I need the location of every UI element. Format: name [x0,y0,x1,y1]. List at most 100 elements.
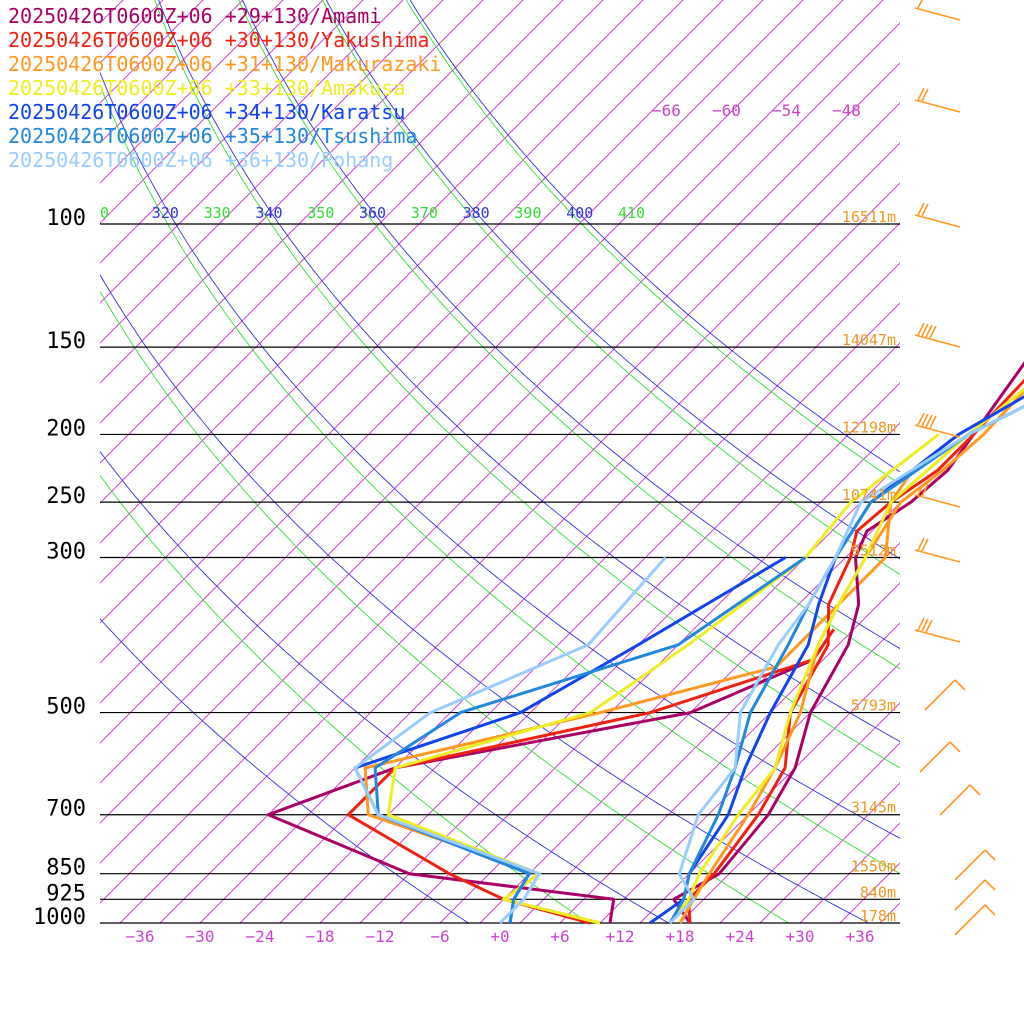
pressure-label: 1000 [33,905,86,930]
theta-label: 360 [359,204,386,222]
upper-isotherm-label: −66 [652,101,681,120]
upper-isotherm-label: −54 [772,101,801,120]
height-label: 9512m [851,542,896,560]
wind-barb [914,617,961,643]
height-label: 16511m [842,208,896,226]
moist-adiabat-line [100,474,589,923]
pressure-label: 100 [46,206,86,231]
isotherm-line [799,822,900,923]
wind-barb [914,412,961,438]
wind-barb [914,482,961,508]
isotherm-line [479,502,900,923]
isotherm-line [100,0,844,744]
background-grid [100,0,900,924]
legend-entry-2: 20250426T0600Z+06 +31+130/Makurazaki [8,52,442,76]
temperature-line-4 [649,395,1024,925]
x-tick-label: −12 [366,927,395,946]
isotherm-line [100,22,900,824]
x-tick-label: −30 [186,927,215,946]
pressure-label: 850 [46,856,86,881]
theta-label: 340 [255,204,282,222]
theta-label: 330 [204,204,231,222]
isotherm-line [319,342,900,923]
isotherm-line [100,0,564,464]
temperature-line-3 [668,387,1024,924]
theta-label: 350 [307,204,334,222]
wind-barb [919,741,961,773]
height-label: 1550m [851,858,896,876]
isotherm-line [719,742,900,923]
wind-barb [924,679,966,711]
isotherm-line [100,0,524,424]
isotherm-line [599,622,900,923]
legend-entry-5: 20250426T0600Z+06 +35+130/Tsushima [8,124,418,148]
pressure-label: 250 [46,484,86,509]
wind-barbs [914,0,996,936]
isotherm-line [100,0,724,624]
pressure-label: 300 [46,540,86,565]
isotherm-line [100,0,644,544]
wind-barb [914,87,961,113]
wind-barb [954,904,996,936]
height-label: 3145m [851,799,896,817]
x-tick-label: +18 [666,927,695,946]
theta-label: 0 [100,204,109,222]
isotherm-line [519,542,900,923]
upper-isotherm-label: −48 [832,101,861,120]
x-tick-label: +12 [606,927,635,946]
isotherm-line [639,662,900,923]
legend-entry-0: 20250426T0600Z+06 +29+130/Amami [8,4,382,28]
wind-barb [954,879,996,911]
isotherm-line [100,0,604,504]
height-label: 14047m [842,331,896,349]
x-tick-label: −6 [430,927,449,946]
isotherm-line [159,182,900,923]
temperature-line-0 [672,361,1024,924]
wind-barb [914,537,961,563]
isotherm-line [100,0,764,664]
dewpoint-line-1 [346,628,835,925]
x-tick-label: −18 [306,927,335,946]
wind-barb [914,202,961,228]
isotherm-line [759,782,900,923]
pressure-label: 500 [46,695,86,720]
x-tick-label: −36 [126,927,155,946]
x-tick-label: +36 [846,927,875,946]
upper-isotherm-label: −60 [712,101,741,120]
x-tick-label: −24 [246,927,275,946]
temperature-line-6 [668,404,1024,925]
pressure-label: 200 [46,416,86,441]
theta-label: 400 [566,204,593,222]
pressure-label: 700 [46,797,86,822]
height-label: 178m [860,907,896,925]
theta-label: 390 [514,204,541,222]
x-tick-label: +30 [786,927,815,946]
x-tick-label: +24 [726,927,755,946]
dewpoint-line-0 [266,628,835,924]
isotherm-line [559,582,900,923]
x-tick-label: +0 [490,927,509,946]
isotherm-line [100,0,804,704]
legend-entry-4: 20250426T0600Z+06 +34+130/Karatsu [8,100,406,124]
pressure-label: 150 [46,329,86,354]
dewpoint-line-2 [363,433,960,925]
wind-barb [914,0,961,21]
dewpoint-line-6 [353,556,667,925]
isotherm-line [100,102,900,904]
legend-entry-6: 20250426T0600Z+06 +36+130/Pohang [8,148,394,172]
isotherm-line [679,702,900,923]
dewpoint-line-5 [373,556,807,924]
legend-entry-3: 20250426T0600Z+06 +33+130/Amakusa [8,76,406,100]
isotherm-line [239,262,900,923]
isotherm-line [399,422,900,923]
dry-adiabat-line [100,618,469,923]
theta-label: 380 [463,204,490,222]
height-label: 840m [860,883,896,901]
isotherm-line [279,302,900,923]
plot-lines [266,361,1024,925]
wind-barb [939,784,981,816]
x-tick-label: +6 [550,927,569,946]
height-label: 10741m [842,486,896,504]
